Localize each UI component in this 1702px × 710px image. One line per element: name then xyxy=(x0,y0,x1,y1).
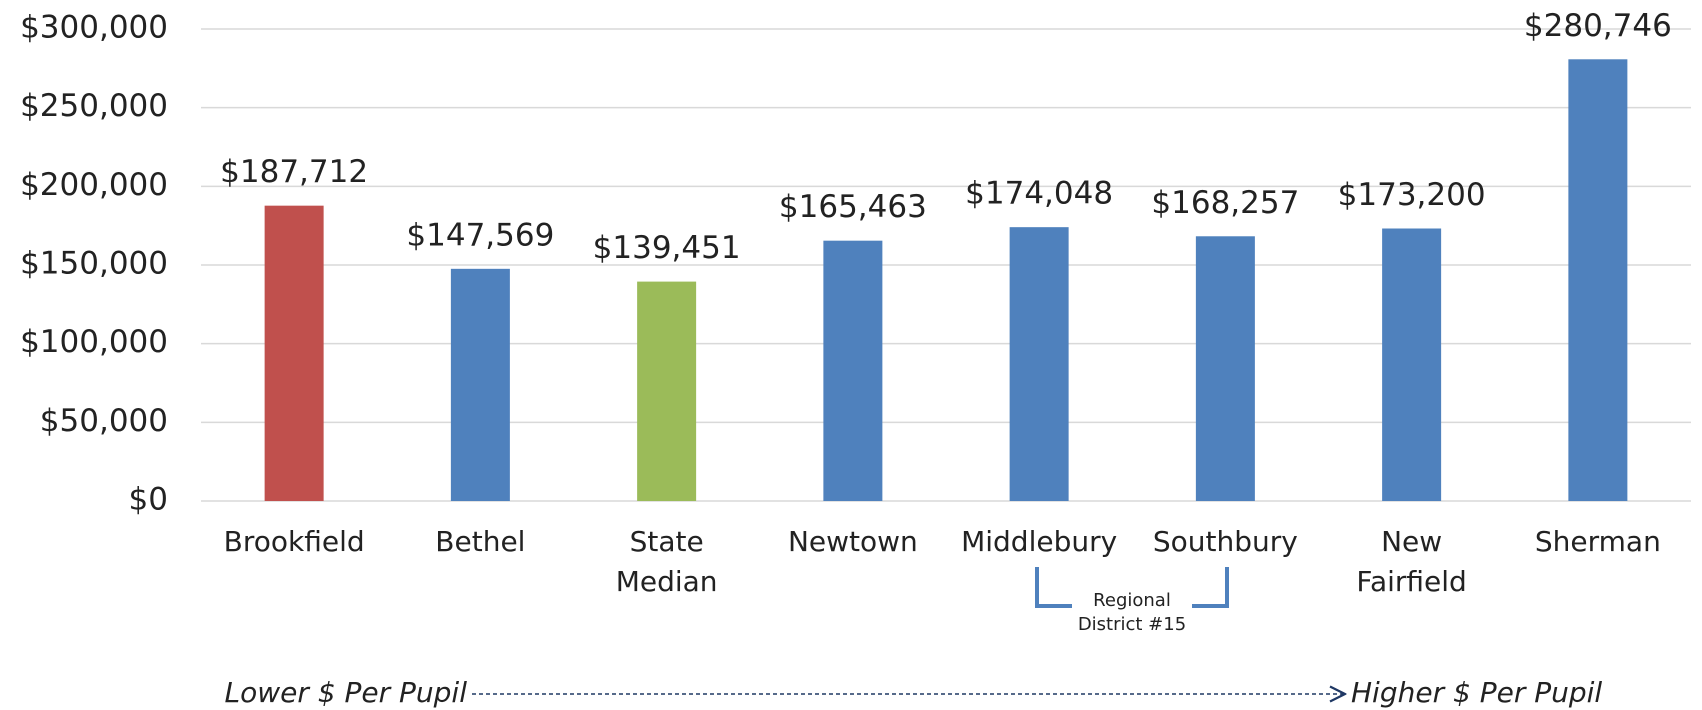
y-tick-label: $250,000 xyxy=(20,88,168,124)
group-label: District #15 xyxy=(1078,614,1186,635)
x-tick-label: Southbury xyxy=(1153,525,1298,558)
bar xyxy=(1009,227,1069,501)
high-label: Higher $ Per Pupil xyxy=(1351,676,1602,709)
bar xyxy=(264,205,324,502)
y-tick-label: $300,000 xyxy=(20,10,168,46)
group-label: Regional xyxy=(1093,590,1171,611)
data-label: $139,451 xyxy=(593,230,741,266)
y-tick-label: $150,000 xyxy=(20,246,168,282)
bar xyxy=(1382,228,1442,502)
x-tick-label: New Fairfield xyxy=(1356,525,1466,598)
y-tick-label: $50,000 xyxy=(40,403,168,439)
data-label: $147,569 xyxy=(406,217,554,253)
x-tick-label: Middlebury xyxy=(961,525,1117,558)
group-bracket xyxy=(1035,567,1229,608)
data-label: $174,048 xyxy=(965,176,1113,212)
x-tick-label: Sherman xyxy=(1535,525,1661,558)
data-label: $187,712 xyxy=(220,154,368,190)
bar xyxy=(637,281,697,501)
x-tick-label: Brookfield xyxy=(224,525,365,558)
bar xyxy=(450,268,510,501)
bar xyxy=(1568,59,1628,501)
bar xyxy=(1195,236,1255,502)
y-tick-label: $0 xyxy=(129,482,168,518)
data-label: $165,463 xyxy=(779,189,927,225)
data-label: $280,746 xyxy=(1524,8,1672,44)
y-tick-label: $200,000 xyxy=(20,167,168,203)
data-label: $168,257 xyxy=(1151,185,1299,221)
x-tick-label: State Median xyxy=(616,525,718,598)
x-tick-label: Newtown xyxy=(788,525,918,558)
y-tick-label: $100,000 xyxy=(20,324,168,360)
data-label: $173,200 xyxy=(1338,177,1486,213)
x-tick-label: Bethel xyxy=(435,525,525,558)
bar xyxy=(823,240,883,501)
low-label: Lower $ Per Pupil xyxy=(225,676,468,709)
